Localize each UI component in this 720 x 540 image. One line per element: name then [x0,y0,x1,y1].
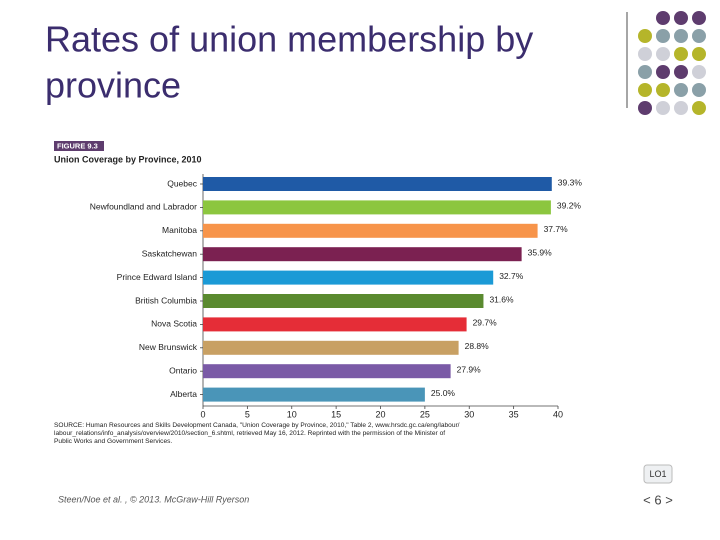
x-tick-label: 20 [375,409,385,419]
category-label: New Brunswick [139,342,198,352]
bar [203,247,522,262]
x-tick-label: 15 [331,409,341,419]
dot [692,47,706,61]
bar [203,177,552,191]
dot [692,83,706,97]
value-label: 39.3% [558,177,583,187]
dot [656,83,670,97]
bar [203,294,484,308]
lo-label: LO1 [649,469,666,479]
x-tick-label: 0 [200,409,205,419]
category-label: Newfoundland and Labrador [90,202,197,212]
x-tick-label: 40 [553,409,563,419]
source-note: SOURCE: Human Resources and Skills Devel… [54,422,460,429]
value-label: 35.9% [528,247,553,257]
source-note: Public Works and Government Services. [54,438,172,445]
bar [203,200,551,215]
slide-title: province [45,65,181,106]
value-label: 37.7% [544,224,569,234]
source-note: labour_relations/info_analysis/overview/… [54,430,445,437]
dot [674,11,688,25]
decoration [638,11,706,115]
dot [674,29,688,43]
dot [656,29,670,43]
bar [203,223,538,238]
bar [203,340,459,355]
value-label: 27.9% [457,364,482,374]
dot [638,101,652,115]
category-label: Alberta [170,389,197,399]
category-label: Quebec [167,178,198,188]
dot [674,83,688,97]
page-number: < 6 > [643,492,673,507]
dot [656,11,670,25]
figure-label-box [54,141,104,151]
dot [638,83,652,97]
x-tick-label: 25 [420,409,430,419]
x-tick-label: 10 [287,409,297,419]
category-label: Saskatchewan [142,248,198,258]
x-tick-label: 30 [464,409,474,419]
category-label: Ontario [169,365,197,375]
x-tick-label: 35 [509,409,519,419]
slide-title: Rates of union membership by [45,19,533,60]
category-label: Prince Edward Island [117,272,198,282]
bar [203,317,467,332]
dot [674,47,688,61]
category-label: Manitoba [162,225,197,235]
dot [638,47,652,61]
dot [638,29,652,43]
x-tick-label: 5 [245,409,250,419]
category-label: British Columbia [135,295,197,305]
dot [692,11,706,25]
dot [692,29,706,43]
dot [656,47,670,61]
footer: Steen/Noe et al. , © 2013. McGraw-Hill R… [58,494,249,504]
bar [203,387,425,402]
bar [203,270,494,285]
dot [692,65,706,79]
dot [656,101,670,115]
dot [638,65,652,79]
dot [656,65,670,79]
value-label: 25.0% [431,388,456,398]
value-label: 39.2% [557,201,582,211]
value-label: 31.6% [489,294,514,304]
lo-box [643,464,673,484]
dot [674,65,688,79]
dot [692,101,706,115]
value-label: 32.7% [499,271,524,281]
chart-title: Union Coverage by Province, 2010 [54,154,202,164]
dot [674,101,688,115]
bar [203,364,451,379]
value-label: 29.7% [473,318,498,328]
figure-label: FIGURE 9.3 [57,141,98,150]
value-label: 28.8% [465,341,490,351]
category-label: Nova Scotia [151,319,197,329]
